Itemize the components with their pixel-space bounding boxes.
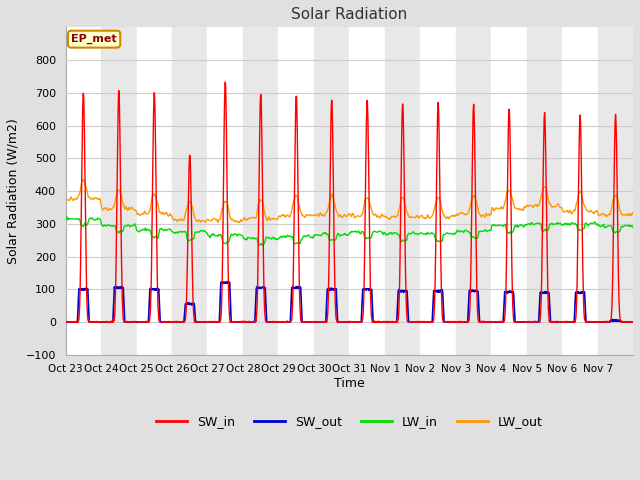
X-axis label: Time: Time [334,377,365,390]
Text: EP_met: EP_met [71,34,117,44]
LW_in [63,214,70,219]
Bar [562,27,598,355]
LW_out [621,212,629,217]
SW_in [61,319,69,325]
LW_in [521,223,529,228]
Y-axis label: Solar Radiation (W/m2): Solar Radiation (W/m2) [7,118,20,264]
LW_in [61,216,69,221]
Title: Solar Radiation: Solar Radiation [291,7,408,22]
SW_out [553,319,561,325]
SW_out [621,319,629,325]
SW_in [221,79,229,85]
LW_out [521,204,529,209]
Bar [420,27,456,355]
SW_in [384,319,392,325]
Bar [172,27,207,355]
SW_in [621,319,629,325]
LW_out [61,197,69,203]
SW_out [521,319,529,325]
LW_out [629,209,637,215]
LW_out [384,215,392,221]
LW_in [118,228,126,234]
LW_in [621,223,629,228]
SW_in [118,295,126,301]
LW_in [259,242,266,248]
Line: LW_out: LW_out [65,180,633,223]
Bar [598,27,633,355]
LW_out [79,177,87,182]
LW_out [118,199,126,204]
Bar [491,27,527,355]
LW_out [553,203,561,208]
LW_out [241,216,249,221]
SW_out [241,319,249,325]
SW_in [629,319,637,325]
Line: LW_in: LW_in [65,216,633,245]
Bar [65,27,101,355]
LW_in [241,236,249,242]
SW_out [118,284,126,290]
Bar [456,27,491,355]
Bar [243,27,278,355]
Line: SW_in: SW_in [65,82,633,322]
Bar [136,27,172,355]
SW_out [61,319,69,325]
LW_in [384,231,392,237]
Bar [101,27,136,355]
Line: SW_out: SW_out [65,282,633,322]
Bar [349,27,385,355]
SW_in [552,318,560,324]
LW_out [236,220,243,226]
Legend: SW_in, SW_out, LW_in, LW_out: SW_in, SW_out, LW_in, LW_out [151,410,548,433]
SW_out [63,319,70,325]
SW_out [223,279,230,285]
Bar [207,27,243,355]
SW_out [629,319,637,325]
Bar [527,27,562,355]
LW_in [553,220,561,226]
Bar [278,27,314,355]
Bar [385,27,420,355]
SW_out [384,319,392,325]
SW_in [241,319,249,324]
Bar [314,27,349,355]
LW_in [629,224,637,230]
SW_in [520,319,528,325]
